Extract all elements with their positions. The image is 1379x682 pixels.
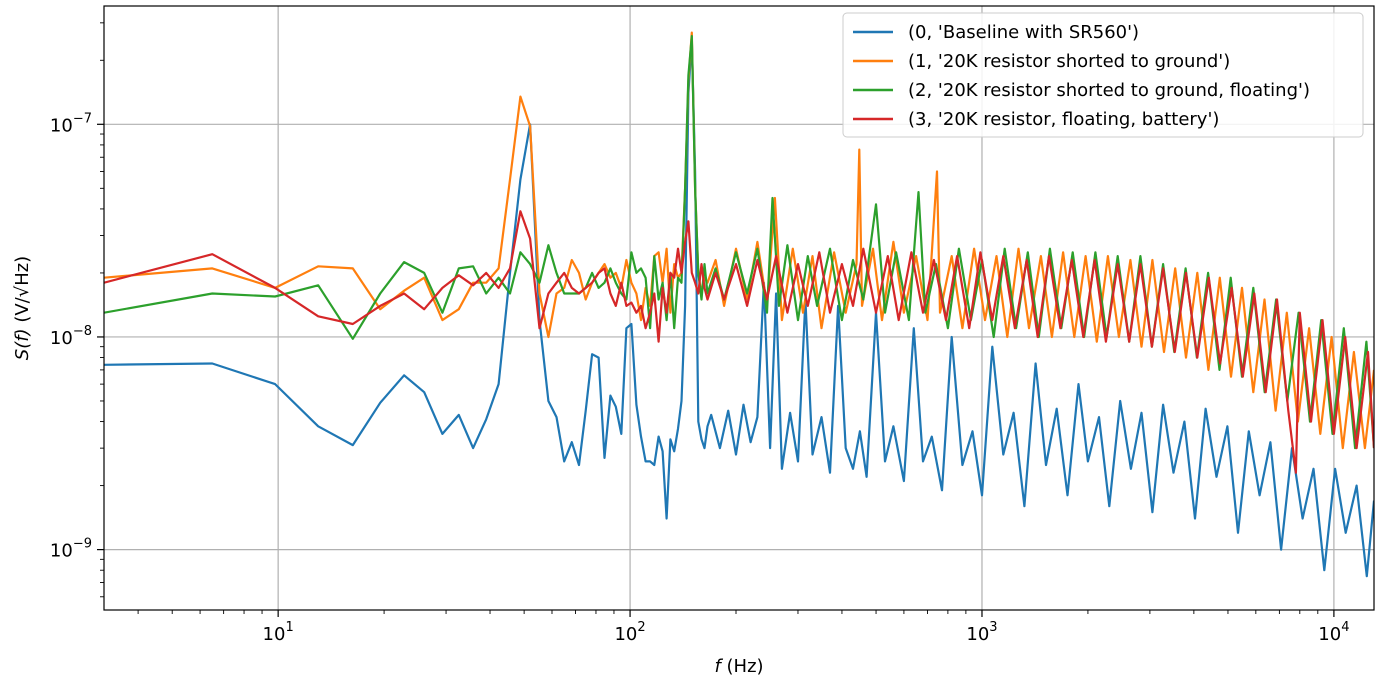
legend-label-2: (2, '20K resistor shorted to ground, flo… [908, 80, 1310, 101]
x-tick-label: 104 [1318, 620, 1349, 645]
legend-label-0: (0, 'Baseline with SR560') [908, 22, 1139, 43]
y-tick-label-base: 10 [50, 115, 73, 136]
legend: (0, 'Baseline with SR560') (1, '20K resis… [842, 12, 1364, 138]
y-tick-label: 10−9 [50, 537, 92, 562]
y-tick-label: 10−8 [50, 324, 92, 349]
y-tick-label: 10−7 [50, 111, 92, 136]
series-line-0 [104, 38, 1374, 578]
legend-box [842, 12, 1364, 138]
x-tick-label: 101 [263, 620, 294, 645]
x-axis-label-var: f [714, 656, 723, 677]
x-tick-label-exp: 3 [989, 620, 997, 635]
x-tick-label-exp: 2 [637, 620, 645, 635]
series-line-3 [104, 210, 1374, 474]
y-tick-label-base: 10 [50, 328, 73, 349]
y-axis-label-var: S(f) [12, 328, 33, 360]
legend-label-3: (3, '20K resistor, floating, battery') [908, 109, 1219, 130]
x-tick-label-exp: 1 [285, 620, 293, 635]
x-tick-label-base: 10 [614, 624, 637, 645]
x-tick-label-exp: 4 [1341, 620, 1349, 635]
y-tick-label-exp: −9 [73, 537, 92, 552]
y-tick-label-base: 10 [50, 541, 73, 562]
x-tick-label-base: 10 [966, 624, 989, 645]
data-series-group [104, 31, 1374, 578]
y-axis-label-unit: (V/√Hz) [12, 256, 33, 329]
x-tick-label: 103 [966, 620, 997, 645]
plot-frame [103, 5, 1375, 611]
x-tick-label-base: 10 [263, 624, 286, 645]
y-tick-label-exp: −8 [73, 324, 92, 339]
x-tick-label-base: 10 [1318, 624, 1341, 645]
x-axis-label: f (Hz) [714, 656, 763, 677]
y-axis-label: S(f) (V/√Hz) [12, 256, 33, 360]
series-line-1 [104, 31, 1374, 450]
y-tick-label-exp: −7 [73, 111, 92, 126]
x-axis-label-unit: (Hz) [721, 656, 764, 677]
legend-label-1: (1, '20K resistor shorted to ground') [908, 51, 1230, 72]
x-tick-label: 102 [614, 620, 645, 645]
